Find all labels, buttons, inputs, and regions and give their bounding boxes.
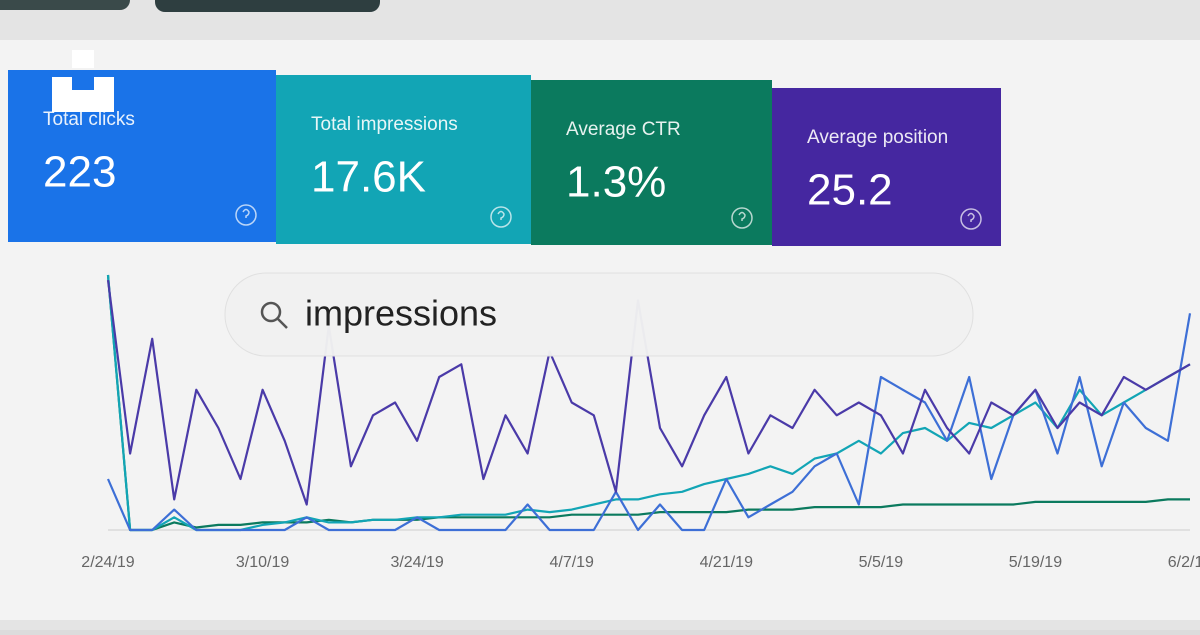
search-query: impressions <box>305 293 497 334</box>
search-bar[interactable]: impressions <box>224 272 974 357</box>
x-tick-label: 5/19/19 <box>1009 554 1062 571</box>
series-line <box>106 274 1191 532</box>
search-icon <box>260 301 282 323</box>
card-label: Average position <box>807 127 948 148</box>
card-value: 17.6K <box>311 153 426 202</box>
top-button <box>0 0 130 10</box>
x-tick-label: 4/21/19 <box>700 554 753 571</box>
card-label: Average CTR <box>566 119 681 140</box>
x-tick-label: 3/10/19 <box>236 554 289 571</box>
help-icon <box>490 206 512 228</box>
series-line <box>106 313 1192 532</box>
top-button <box>155 0 380 12</box>
x-tick-label: 3/24/19 <box>390 554 443 571</box>
help-icon <box>242 208 250 218</box>
metric-card <box>772 88 1001 246</box>
help-icon <box>738 211 746 221</box>
help-icon <box>497 210 505 220</box>
help-icon <box>731 207 753 229</box>
help-icon <box>960 208 982 230</box>
x-tick-label: 6/2/19 <box>1168 554 1200 571</box>
search-icon <box>277 318 288 329</box>
x-tick-label: 5/5/19 <box>859 554 904 571</box>
metric-card <box>276 75 531 244</box>
x-tick-label: 2/24/19 <box>81 554 134 571</box>
x-tick-label: 4/7/19 <box>549 554 594 571</box>
logo-part <box>72 50 94 68</box>
logo-part <box>52 77 114 112</box>
card-value: 25.2 <box>807 166 893 215</box>
card-value: 1.3% <box>566 158 666 207</box>
search-field[interactable] <box>224 272 974 357</box>
card-label: Total impressions <box>311 114 458 135</box>
card-value: 223 <box>43 148 116 197</box>
series-line <box>106 279 1191 506</box>
card-label: Total clicks <box>43 109 135 130</box>
logo <box>52 50 114 112</box>
help-icon <box>967 212 975 222</box>
help-icon <box>235 204 257 226</box>
